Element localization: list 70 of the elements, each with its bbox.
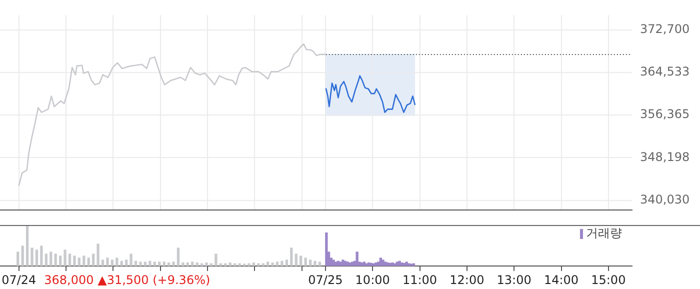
x-tick-label: 12:00 [450, 273, 484, 288]
bar [300, 256, 302, 266]
bar [196, 262, 198, 266]
bar [78, 258, 81, 266]
bar [314, 260, 316, 266]
bar [252, 262, 256, 266]
bar [400, 262, 404, 266]
bar [101, 260, 104, 266]
bar [106, 258, 109, 266]
x-tick-label: 07/24 [2, 273, 36, 288]
x-tick-label: 15:00 [591, 273, 626, 288]
y-tick-label: 340,030 [640, 192, 690, 206]
bar [130, 254, 132, 266]
y-tick-label: 356,365 [640, 107, 690, 122]
bar [116, 258, 118, 266]
x-tick-label: 07/25 [308, 273, 343, 288]
bar [68, 254, 72, 266]
bar [374, 262, 378, 266]
bar [382, 260, 384, 266]
bar [144, 262, 147, 266]
x-tick-label: 13:00 [496, 273, 532, 288]
bar [134, 260, 138, 266]
bar [384, 262, 387, 266]
bar [167, 262, 170, 266]
bar [172, 262, 175, 266]
bar [35, 250, 38, 266]
bar [368, 262, 370, 266]
bar [96, 244, 100, 266]
bar [308, 260, 312, 266]
bar [271, 262, 274, 266]
bar [370, 262, 373, 266]
y-tick-label: 372,700 [640, 22, 690, 36]
bar [148, 260, 152, 266]
bar [58, 256, 62, 266]
bar [162, 262, 166, 266]
bar [110, 260, 114, 266]
x-tick-label: 10:00 [355, 273, 390, 288]
legend-label: 거래량 [586, 226, 622, 240]
bar [334, 262, 338, 266]
bar [214, 254, 218, 266]
bar [182, 262, 184, 266]
bar [280, 260, 284, 266]
bar [276, 262, 279, 266]
bar [176, 248, 180, 266]
bar [402, 262, 406, 266]
bar [325, 232, 328, 266]
bar [40, 246, 43, 266]
bar [205, 262, 208, 266]
bar [30, 248, 34, 266]
bar [360, 262, 364, 266]
bar [64, 250, 66, 266]
bar [26, 226, 29, 266]
bar [248, 263, 250, 266]
bar [351, 262, 354, 266]
text: 368,000 ▲31,500 (+9.36%) [44, 273, 210, 288]
bar [21, 246, 24, 266]
bar [332, 260, 335, 266]
bar [304, 258, 307, 266]
y-tick-label: 364,533 [640, 64, 690, 79]
x-tick-label: 11:00 [402, 273, 438, 288]
bar [238, 263, 241, 266]
bar [285, 260, 288, 266]
bar [290, 248, 293, 266]
bar [386, 262, 390, 266]
bar [376, 262, 380, 266]
bar [73, 256, 76, 266]
y-tick-label: 348,198 [640, 150, 690, 164]
bar [139, 262, 142, 266]
bar [318, 262, 322, 266]
x-tick-label: 14:00 [544, 273, 579, 288]
